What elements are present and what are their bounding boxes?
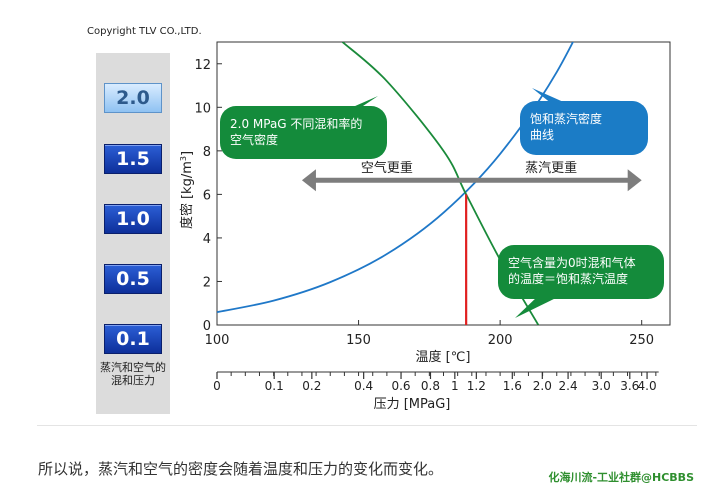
pressure-tick-label: 0.1 bbox=[265, 379, 284, 393]
steam-curve-callout-bubble bbox=[520, 101, 648, 155]
pressure-caption-line2: 混和压力 bbox=[111, 374, 155, 387]
divider bbox=[37, 425, 697, 426]
arrow-left-head bbox=[301, 169, 316, 192]
pressure-selector-caption: 蒸汽和空气的 混和压力 bbox=[96, 361, 170, 387]
x-tick-label: 250 bbox=[629, 333, 654, 348]
x-tick-label: 100 bbox=[205, 333, 230, 348]
y-tick-label: 8 bbox=[203, 145, 211, 160]
pressure-button-0-1[interactable]: 0.1 bbox=[104, 324, 162, 354]
mixture-temperature-callout-tail bbox=[515, 296, 560, 318]
y-tick-label: 12 bbox=[194, 58, 211, 73]
pressure-tick-label: 0.2 bbox=[302, 379, 321, 393]
x-tick-label: 150 bbox=[346, 333, 371, 348]
watermark: 化海川流-工业社群@HCBBS bbox=[548, 471, 694, 484]
footer-caption: 所以说，蒸汽和空气的密度会随着温度和压力的变化而变化。 bbox=[38, 460, 444, 478]
air-density-callout-tail bbox=[346, 96, 378, 110]
pressure-caption-line1: 蒸汽和空气的 bbox=[100, 361, 166, 374]
y-axis-label: 度密[kg/m3] bbox=[179, 151, 195, 229]
arrow-right-head bbox=[627, 169, 642, 192]
x-axis-label: 温度 [℃] bbox=[416, 349, 471, 365]
pressure-tick-label: 0.4 bbox=[354, 379, 373, 393]
copyright-text: Copyright TLV CO.,LTD. bbox=[87, 26, 202, 37]
x-tick-label: 200 bbox=[488, 333, 513, 348]
pressure-tick-label: 3.0 bbox=[592, 379, 611, 393]
saturated-steam-density-curve bbox=[217, 42, 575, 314]
pressure-tick-label: 1.2 bbox=[467, 379, 486, 393]
y-tick-label: 4 bbox=[203, 232, 211, 247]
y-tick-label: 2 bbox=[203, 275, 211, 290]
air-density-callout-line2: 空气密度 bbox=[230, 132, 278, 147]
pressure-tick-label: 3.6 bbox=[620, 379, 639, 393]
pressure-tick-label: 0 bbox=[213, 379, 221, 393]
pressure-tick-label: 2.0 bbox=[533, 379, 552, 393]
air-heavier-label: 空气更重 bbox=[361, 160, 413, 176]
pressure-selector-panel: 2.0 1.5 1.0 0.5 0.1 蒸汽和空气的 混和压力 bbox=[96, 53, 170, 414]
steam-heavier-label: 蒸汽更重 bbox=[525, 160, 577, 176]
steam-curve-callout-tail bbox=[532, 88, 568, 104]
pressure-tick-label: 0.8 bbox=[421, 379, 440, 393]
pressure-button-1-5[interactable]: 1.5 bbox=[104, 144, 162, 174]
pressure-tick-label: 2.4 bbox=[559, 379, 578, 393]
y-tick-label: 0 bbox=[203, 319, 211, 334]
mixture-temperature-callout-bubble bbox=[498, 245, 664, 299]
pressure-tick-label: 4.0 bbox=[638, 379, 657, 393]
steam-curve-callout-line2: 曲线 bbox=[530, 128, 554, 142]
mixture-temperature-callout-line2: 的温度＝饱和蒸汽温度 bbox=[508, 271, 628, 286]
steam-curve-callout-line1: 饱和蒸汽密度 bbox=[530, 111, 602, 126]
pressure-button-0-5[interactable]: 0.5 bbox=[104, 264, 162, 294]
pressure-axis-label: 压力 [MPaG] bbox=[374, 397, 451, 412]
pressure-button-1-0[interactable]: 1.0 bbox=[104, 204, 162, 234]
pressure-tick-label: 0.6 bbox=[391, 379, 410, 393]
y-tick-label: 6 bbox=[203, 188, 211, 203]
pressure-button-2-0[interactable]: 2.0 bbox=[104, 83, 162, 113]
air-density-callout-line1: 2.0 MPaG 不同混和率的 bbox=[230, 116, 362, 131]
pressure-tick-label: 1.6 bbox=[503, 379, 522, 393]
air-density-callout-bubble bbox=[220, 106, 387, 159]
pressure-tick-label: 1 bbox=[451, 379, 459, 393]
y-tick-label: 10 bbox=[194, 101, 211, 116]
mixture-temperature-callout-line1: 空气含量为0时混和气体 bbox=[508, 255, 636, 270]
